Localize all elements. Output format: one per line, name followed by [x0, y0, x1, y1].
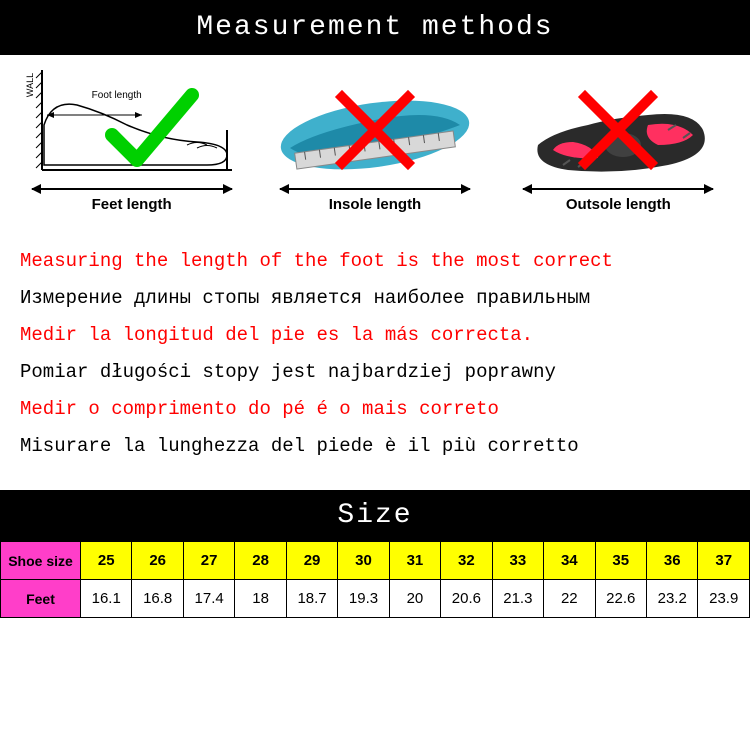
feet-cell: 23.9	[698, 580, 750, 618]
feet-arrow	[32, 188, 232, 190]
feet-cell: 23.2	[646, 580, 697, 618]
feet-cell: 21.3	[492, 580, 543, 618]
size-cell: 32	[441, 542, 492, 580]
size-cell: 29	[286, 542, 337, 580]
methods-row: WALL Foot length	[0, 55, 750, 223]
feet-cell: 20	[389, 580, 440, 618]
size-cell: 26	[132, 542, 183, 580]
method-outsole: Outsole length	[518, 90, 718, 213]
feet-cell: 18.7	[286, 580, 337, 618]
feet-cell: 18	[235, 580, 286, 618]
size-header: Size	[0, 490, 750, 541]
row-shoe-size: Shoe size 25262728293031323334353637	[1, 542, 750, 580]
outsole-label: Outsole length	[566, 196, 671, 213]
row-feet: Feet 16.116.817.41818.719.32020.621.3222…	[1, 580, 750, 618]
feet-cell: 16.8	[132, 580, 183, 618]
foot-outline-icon	[32, 70, 232, 180]
feet-row-label: Feet	[1, 580, 81, 618]
inner-foot-label: Foot length	[92, 90, 142, 101]
translation-line: Medir la longitud del pie es la más corr…	[20, 317, 730, 354]
outsole-diagram	[518, 90, 718, 180]
feet-cell: 16.1	[81, 580, 132, 618]
outsole-arrow	[523, 188, 713, 190]
feet-cell: 17.4	[183, 580, 234, 618]
shoe-size-label: Shoe size	[1, 542, 81, 580]
feet-cell: 20.6	[441, 580, 492, 618]
feet-cell: 19.3	[338, 580, 389, 618]
insole-diagram	[275, 90, 475, 180]
outsole-icon	[518, 90, 718, 180]
header-bar: Measurement methods	[0, 0, 750, 55]
size-cell: 34	[544, 542, 595, 580]
insole-icon	[275, 90, 475, 180]
size-cell: 35	[595, 542, 646, 580]
insole-arrow	[280, 188, 470, 190]
translation-line: Измерение длины стопы является наиболее …	[20, 280, 730, 317]
feet-diagram: WALL Foot length	[32, 70, 232, 180]
size-cell: 33	[492, 542, 543, 580]
size-cell: 27	[183, 542, 234, 580]
translation-line: Pomiar długości stopy jest najbardziej p…	[20, 354, 730, 391]
size-cell: 25	[81, 542, 132, 580]
translation-line: Medir o comprimento do pé é o mais corre…	[20, 391, 730, 428]
insole-label: Insole length	[329, 196, 422, 213]
size-title: Size	[337, 500, 412, 531]
wall-label: WALL	[25, 73, 35, 97]
translations-block: Measuring the length of the foot is the …	[0, 223, 750, 490]
feet-label: Feet length	[92, 196, 172, 213]
size-table: Shoe size 25262728293031323334353637 Fee…	[0, 541, 750, 618]
method-insole: Insole length	[275, 90, 475, 213]
size-cell: 36	[646, 542, 697, 580]
translation-line: Measuring the length of the foot is the …	[20, 243, 730, 280]
translation-line: Misurare la lunghezza del piede è il più…	[20, 428, 730, 465]
size-cell: 31	[389, 542, 440, 580]
method-feet: WALL Foot length	[32, 70, 232, 213]
feet-cell: 22.6	[595, 580, 646, 618]
size-cell: 37	[698, 542, 750, 580]
size-cell: 28	[235, 542, 286, 580]
header-title: Measurement methods	[196, 12, 553, 43]
size-cell: 30	[338, 542, 389, 580]
feet-cell: 22	[544, 580, 595, 618]
